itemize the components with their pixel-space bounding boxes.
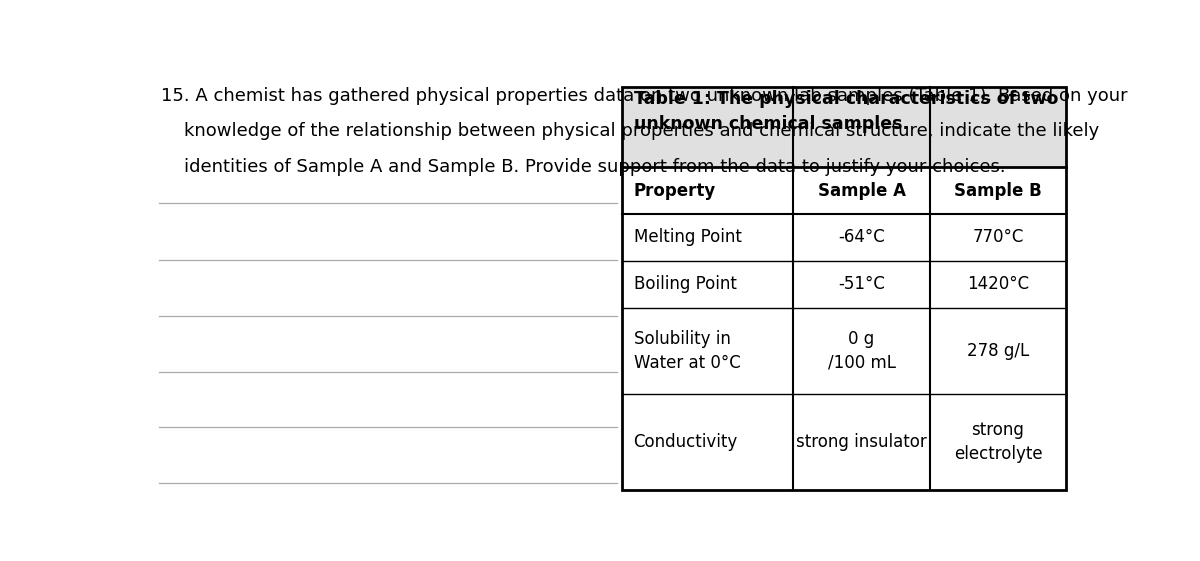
Text: 770°C: 770°C xyxy=(972,228,1024,246)
Text: identities of Sample A and Sample B. Provide support from the data to justify yo: identities of Sample A and Sample B. Pro… xyxy=(161,158,1006,176)
Text: Boiling Point: Boiling Point xyxy=(634,275,737,293)
Text: Conductivity: Conductivity xyxy=(634,433,738,451)
Text: 1420°C: 1420°C xyxy=(967,275,1030,293)
Bar xyxy=(623,87,1066,167)
Text: strong
electrolyte: strong electrolyte xyxy=(954,421,1043,463)
Text: strong insulator: strong insulator xyxy=(796,433,926,451)
Text: Solubility in
Water at 0°C: Solubility in Water at 0°C xyxy=(634,330,740,372)
Text: Table 1: The physical characteristics of two
unknown chemical samples.: Table 1: The physical characteristics of… xyxy=(634,90,1058,132)
Text: -51°C: -51°C xyxy=(838,275,884,293)
Text: 278 g/L: 278 g/L xyxy=(967,342,1030,360)
Text: -64°C: -64°C xyxy=(838,228,884,246)
Text: knowledge of the relationship between physical properties and chemical structure: knowledge of the relationship between ph… xyxy=(161,122,1099,140)
Text: 0 g
/100 mL: 0 g /100 mL xyxy=(828,330,895,372)
Text: Property: Property xyxy=(634,182,716,200)
Text: Melting Point: Melting Point xyxy=(634,228,742,246)
Text: 15. A chemist has gathered physical properties data on two unknown lab samples (: 15. A chemist has gathered physical prop… xyxy=(161,87,1128,105)
Text: Sample A: Sample A xyxy=(817,182,906,200)
Text: Sample B: Sample B xyxy=(954,182,1042,200)
Bar xyxy=(623,87,1066,490)
